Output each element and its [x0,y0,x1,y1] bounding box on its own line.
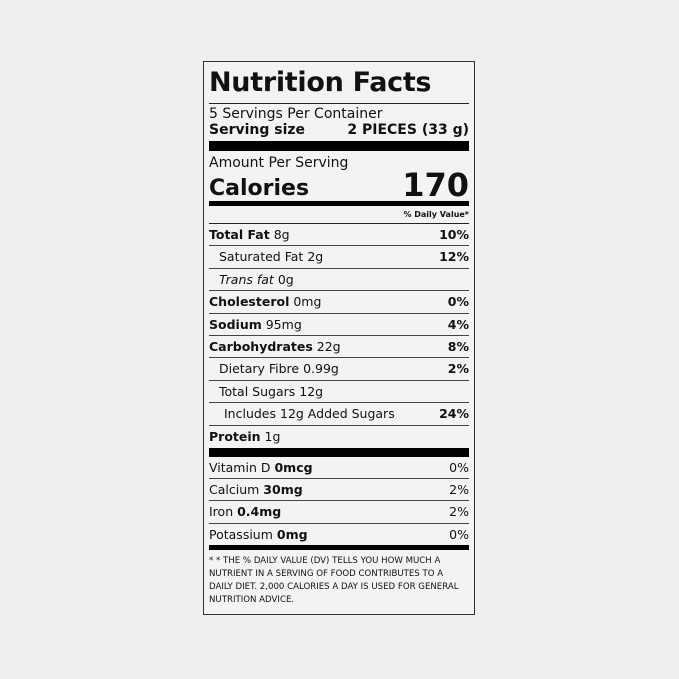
vitamin-row: Potassium 0mg 0% [209,524,469,550]
calories-value: 170 [402,166,469,204]
vitamin-row: Vitamin D 0mcg 0% [209,457,469,479]
nutrient-amount: 0mg [293,294,322,310]
nutrient-row: Saturated Fat 2g 12% [209,246,469,269]
nutrient-amount: 8g [273,227,290,242]
nutrient-name: Protein [209,428,261,444]
label-title: Nutrition Facts [209,66,469,104]
servings-per-container: 5 Servings Per Container [209,106,383,122]
vitamin-dv: 0% [449,459,469,475]
nutrient-row: Protein 1g [209,426,469,457]
nutrient-amount: 95mg [265,316,302,332]
vitamin-dv: 2% [449,481,469,497]
nutrient-name: Dietary Fibre [219,361,300,377]
divider [209,141,469,151]
vitamin-row: Calcium 30mg 2% [209,479,469,502]
vitamin-amount: 0.4mg [237,504,282,520]
nutrient-row: Carbohydrates 22g 8% [209,336,469,359]
nutrient-row: Trans fat 0g [209,269,469,292]
vitamin-name: Vitamin D [209,459,271,475]
daily-value-header: % Daily Value* [209,206,469,224]
nutrient-amount: 0.99g [303,361,339,377]
nutrient-name: Trans fat [219,271,274,287]
nutrient-name: Total Sugars [219,383,296,399]
nutrient-name: Cholesterol [209,294,290,310]
nutrient-dv: 12% [439,249,469,265]
nutrient-row: Sodium 95mg 4% [209,314,469,336]
nutrient-dv: 4% [447,316,469,332]
vitamin-dv: 2% [449,504,469,520]
nutrient-dv: 2% [447,361,469,377]
vitamin-name: Calcium [209,481,260,497]
nutrient-row: Total Fat 8g 10% [209,224,469,247]
serving-size: Serving size 2 PIECES (33 g) [209,122,469,138]
nutrient-dv: 8% [447,338,469,354]
nutrient-dv: 24% [439,406,469,422]
nutrient-row: Includes 12g Added Sugars 24% [209,403,469,426]
nutrient-amount: 0g [277,271,294,287]
nutrient-dv: 10% [439,227,469,242]
nutrient-row: Total Sugars 12g [209,381,469,404]
nutrient-name: Saturated Fat [219,249,304,265]
nutrient-row: Dietary Fibre 0.99g 2% [209,358,469,381]
vitamin-amount: 0mg [276,526,308,542]
vitamin-name: Potassium [209,526,273,542]
vitamin-row: Iron 0.4mg 2% [209,501,469,524]
nutrient-amount: 12g [299,383,324,399]
nutrient-dv: 0% [447,294,469,310]
nutrient-name: Includes 12g Added Sugars [224,406,395,422]
nutrient-amount: 2g [307,249,324,265]
calories-row: Calories 170 [209,166,469,206]
nutrient-name: Total Fat [209,227,270,242]
serving-size-value: 2 PIECES (33 g) [347,122,469,138]
vitamin-amount: 30mg [263,481,303,497]
vitamin-amount: 0mcg [274,459,313,475]
nutrient-row: Cholesterol 0mg 0% [209,291,469,314]
nutrient-amount: 1g [264,428,281,444]
amount-per-serving: Amount Per Serving [209,155,349,171]
vitamin-dv: 0% [449,526,469,542]
nutrient-name: Sodium [209,316,262,332]
nutrition-facts-label: Nutrition Facts 5 Servings Per Container… [203,61,475,615]
nutrient-amount: 22g [316,338,341,354]
vitamin-name: Iron [209,504,234,520]
calories-label: Calories [209,176,310,201]
nutrient-name: Carbohydrates [209,338,313,354]
footnote: * * The % Daily Value (DV) tells you how… [209,555,459,605]
serving-size-label: Serving size [209,122,306,138]
